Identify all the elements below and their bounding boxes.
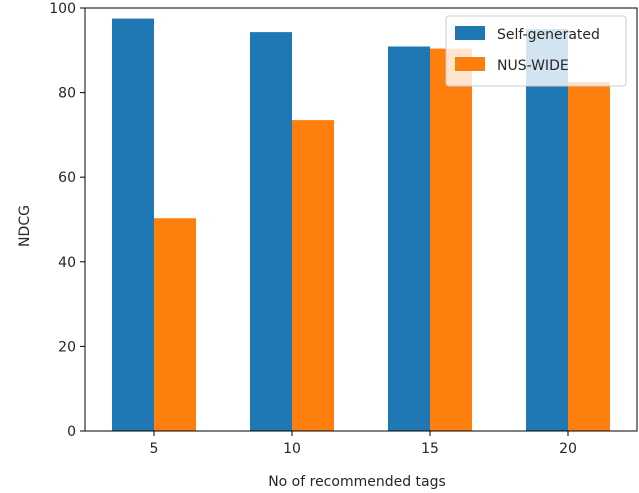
bar-nus-wide (292, 120, 334, 431)
bar-nus-wide (430, 48, 472, 431)
x-tick-label: 20 (559, 441, 577, 457)
y-tick-label: 80 (58, 86, 76, 102)
y-axis-label: NDCG (17, 205, 33, 247)
legend-label-nus-wide: NUS-WIDE (497, 58, 569, 74)
bar-nus-wide (568, 82, 610, 432)
y-tick-label: 60 (58, 170, 76, 186)
bar-self-generated (250, 32, 292, 432)
bar-nus-wide (154, 218, 196, 431)
bars-layer (112, 18, 610, 432)
y-tick-label: 100 (49, 1, 76, 17)
bar-self-generated (112, 18, 154, 431)
y-tick-label: 40 (58, 255, 76, 271)
x-axis: 5 10 15 20 (150, 431, 577, 457)
legend-box (445, 15, 627, 87)
bar-self-generated (388, 46, 430, 431)
legend: Self-generated NUS-WIDE (445, 15, 627, 87)
x-tick-label: 5 (150, 441, 159, 457)
bar-self-generated (526, 29, 568, 432)
legend-swatch-self-generated (455, 26, 485, 40)
plot-frame (84, 7, 638, 432)
y-axis: 0 20 40 60 80 100 (49, 1, 85, 440)
x-tick-label: 15 (421, 441, 439, 457)
legend-swatch-nus-wide (455, 57, 485, 71)
x-tick-label: 10 (283, 441, 301, 457)
legend-label-self-generated: Self-generated (497, 27, 600, 43)
y-tick-label: 20 (58, 339, 76, 355)
x-axis-label: No of recommended tags (268, 474, 446, 490)
y-tick-label: 0 (67, 424, 76, 440)
